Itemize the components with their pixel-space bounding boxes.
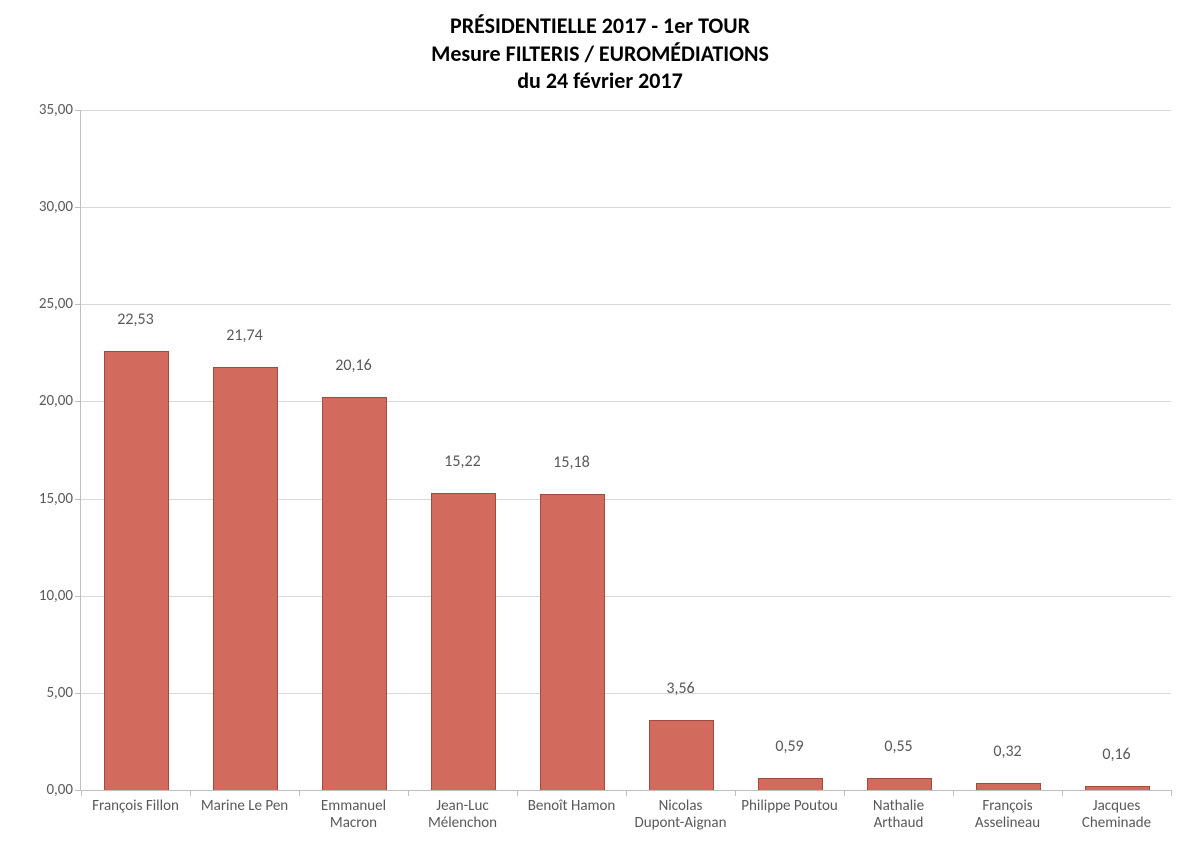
bar — [431, 493, 496, 790]
bar — [213, 367, 278, 790]
gridline — [81, 207, 1171, 208]
bar — [649, 720, 714, 790]
x-tick-mark — [735, 790, 736, 796]
x-tick-mark — [626, 790, 627, 796]
y-tick-mark — [75, 207, 81, 208]
bar-chart: PRÉSIDENTIELLE 2017 - 1er TOURMesure FIL… — [0, 0, 1200, 855]
bar — [540, 494, 605, 790]
y-tick-label: 0,00 — [46, 781, 73, 799]
bar-value-label: 22,53 — [117, 310, 153, 329]
bar — [322, 397, 387, 790]
chart-title-line: Mesure FILTERIS / EUROMÉDIATIONS — [0, 40, 1200, 68]
y-tick-mark — [75, 401, 81, 402]
bar — [867, 778, 932, 790]
bar-value-label: 15,18 — [553, 453, 589, 472]
gridline — [81, 304, 1171, 305]
y-tick-label: 5,00 — [46, 684, 73, 702]
bar-value-label: 21,74 — [226, 326, 262, 345]
y-tick-label: 15,00 — [39, 490, 73, 508]
x-category-label: François Fillon — [78, 798, 193, 815]
x-tick-mark — [190, 790, 191, 796]
x-tick-mark — [299, 790, 300, 796]
x-category-label: Philippe Poutou — [732, 798, 847, 815]
x-category-label: Marine Le Pen — [187, 798, 302, 815]
x-tick-mark — [953, 790, 954, 796]
bar — [976, 783, 1041, 790]
x-category-label: NathalieArthaud — [841, 798, 956, 833]
chart-title-line: du 24 février 2017 — [0, 67, 1200, 95]
bar — [1085, 786, 1150, 790]
y-tick-label: 10,00 — [39, 587, 73, 605]
x-category-label: Jean-LucMélenchon — [405, 798, 520, 833]
bar — [104, 351, 169, 790]
x-tick-mark — [408, 790, 409, 796]
bar-value-label: 15,22 — [444, 452, 480, 471]
bar-value-label: 3,56 — [666, 679, 694, 698]
y-tick-mark — [75, 596, 81, 597]
bar-value-label: 0,55 — [884, 737, 912, 756]
y-tick-mark — [75, 499, 81, 500]
x-tick-mark — [844, 790, 845, 796]
x-category-label: JacquesCheminade — [1059, 798, 1174, 833]
y-tick-mark — [75, 693, 81, 694]
y-tick-label: 30,00 — [39, 198, 73, 216]
bar — [758, 778, 823, 790]
y-tick-mark — [75, 110, 81, 111]
x-category-label: FrançoisAsselineau — [950, 798, 1065, 833]
gridline — [81, 110, 1171, 111]
y-tick-mark — [75, 304, 81, 305]
y-tick-label: 35,00 — [39, 101, 73, 119]
y-tick-label: 25,00 — [39, 295, 73, 313]
x-tick-mark — [1062, 790, 1063, 796]
bar-value-label: 20,16 — [335, 356, 371, 375]
plot-area: 0,005,0010,0015,0020,0025,0030,0035,0022… — [80, 110, 1171, 791]
bar-value-label: 0,32 — [993, 742, 1021, 761]
x-tick-mark — [517, 790, 518, 796]
y-tick-label: 20,00 — [39, 392, 73, 410]
x-category-label: EmmanuelMacron — [296, 798, 411, 833]
chart-title-line: PRÉSIDENTIELLE 2017 - 1er TOUR — [0, 12, 1200, 40]
x-tick-mark — [81, 790, 82, 796]
bar-value-label: 0,16 — [1102, 745, 1130, 764]
chart-title: PRÉSIDENTIELLE 2017 - 1er TOURMesure FIL… — [0, 12, 1200, 95]
x-category-label: Benoît Hamon — [514, 798, 629, 815]
x-tick-mark — [1171, 790, 1172, 796]
bar-value-label: 0,59 — [775, 737, 803, 756]
x-category-label: NicolasDupont-Aignan — [623, 798, 738, 833]
